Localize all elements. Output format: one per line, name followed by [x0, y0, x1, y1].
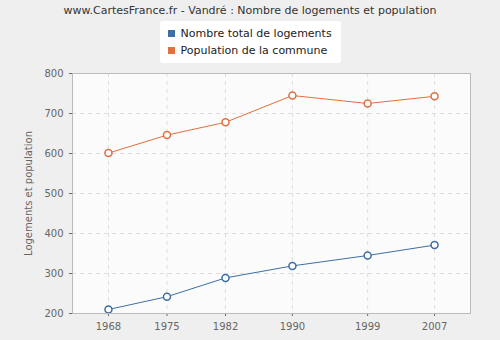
svg-text:600: 600	[44, 148, 63, 159]
svg-text:400: 400	[44, 228, 63, 239]
svg-text:300: 300	[44, 268, 63, 279]
svg-text:1975: 1975	[154, 321, 179, 332]
svg-text:200: 200	[44, 308, 63, 319]
svg-text:1968: 1968	[96, 321, 121, 332]
html-text:Population de la commune: Population de la commune	[180, 44, 328, 57]
svg-text:500: 500	[44, 188, 63, 199]
svg-text:Logements et population: Logements et population	[23, 131, 34, 256]
html-text:Nombre total de logements: Nombre total de logements	[180, 27, 332, 40]
svg-text:1982: 1982	[213, 321, 238, 332]
svg-text:700: 700	[44, 108, 63, 119]
svg-text:1999: 1999	[355, 321, 380, 332]
svg-text:2007: 2007	[422, 321, 447, 332]
svg-text:1990: 1990	[280, 321, 305, 332]
html-text:www.CartesFrance.fr - Vandré :: www.CartesFrance.fr - Vandré : Nombre de…	[63, 4, 437, 17]
svg-text:800: 800	[44, 68, 63, 79]
